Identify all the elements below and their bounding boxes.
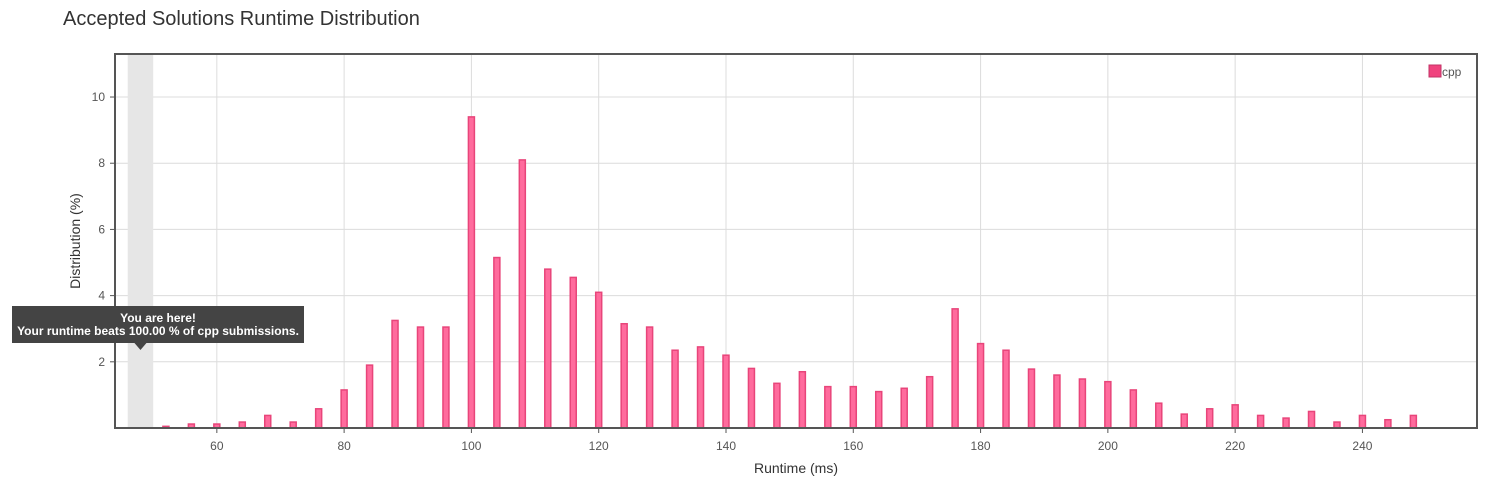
bar[interactable] bbox=[544, 268, 552, 429]
bar[interactable] bbox=[620, 322, 628, 429]
tooltip-line-1: You are here! bbox=[120, 311, 196, 325]
legend[interactable]: cpp bbox=[1428, 64, 1462, 79]
you-are-here-band bbox=[127, 54, 154, 428]
bar[interactable] bbox=[1307, 410, 1316, 429]
x-axis-ticks: 60 80 100 120 140 160 180 200 220 240 bbox=[210, 428, 1373, 453]
x-tick-label: 180 bbox=[971, 439, 991, 453]
x-tick-label: 100 bbox=[461, 439, 481, 453]
x-tick-label: 120 bbox=[589, 439, 609, 453]
highlight-band bbox=[127, 54, 154, 428]
x-tick-label: 160 bbox=[843, 439, 863, 453]
bar[interactable] bbox=[824, 385, 832, 429]
bar[interactable] bbox=[340, 389, 348, 429]
y-tick-label: 4 bbox=[98, 289, 105, 303]
x-tick-label: 60 bbox=[210, 439, 224, 453]
bar[interactable] bbox=[518, 159, 527, 429]
bar[interactable] bbox=[1384, 418, 1392, 429]
bar[interactable] bbox=[671, 349, 679, 429]
bar[interactable] bbox=[645, 326, 654, 429]
bar[interactable] bbox=[1078, 378, 1087, 429]
tooltip: You are here! Your runtime beats 100.00 … bbox=[12, 306, 304, 350]
x-axis-title: Runtime (ms) bbox=[754, 460, 838, 476]
bar[interactable] bbox=[263, 414, 272, 429]
bar[interactable] bbox=[722, 354, 730, 429]
x-tick-label: 140 bbox=[716, 439, 736, 453]
bar[interactable] bbox=[493, 256, 501, 429]
x-tick-label: 80 bbox=[337, 439, 351, 453]
bar[interactable] bbox=[925, 375, 934, 429]
bar[interactable] bbox=[1205, 408, 1214, 429]
y-axis-ticks: 2 4 6 8 10 bbox=[92, 90, 115, 369]
legend-label-cpp[interactable]: cpp bbox=[1442, 65, 1462, 79]
bar[interactable] bbox=[696, 346, 705, 429]
y-tick-label: 8 bbox=[98, 156, 105, 170]
tooltip-background bbox=[12, 306, 304, 350]
bar[interactable] bbox=[467, 116, 476, 429]
bar[interactable] bbox=[365, 364, 374, 429]
bar[interactable] bbox=[874, 390, 883, 429]
x-tick-label: 240 bbox=[1352, 439, 1372, 453]
bar[interactable] bbox=[1053, 374, 1061, 429]
bar[interactable] bbox=[1256, 414, 1265, 429]
y-tick-label: 2 bbox=[98, 355, 105, 369]
bar[interactable] bbox=[1027, 368, 1036, 429]
y-tick-label: 6 bbox=[98, 222, 105, 236]
x-tick-label: 220 bbox=[1225, 439, 1245, 453]
bar[interactable] bbox=[1104, 380, 1112, 429]
bar[interactable] bbox=[1155, 402, 1163, 429]
bar[interactable] bbox=[773, 382, 781, 429]
bar[interactable] bbox=[798, 370, 807, 429]
bars bbox=[162, 116, 1418, 429]
bar[interactable] bbox=[1180, 413, 1188, 429]
bar[interactable] bbox=[391, 319, 399, 429]
bar[interactable] bbox=[569, 276, 577, 429]
bar[interactable] bbox=[951, 308, 959, 429]
plot-frame bbox=[114, 53, 1478, 429]
bar[interactable] bbox=[594, 291, 603, 429]
bar[interactable] bbox=[1409, 414, 1418, 429]
bar[interactable] bbox=[1231, 404, 1239, 429]
legend-swatch-cpp[interactable] bbox=[1428, 64, 1442, 78]
bar[interactable] bbox=[442, 326, 450, 429]
bar[interactable] bbox=[1282, 417, 1290, 429]
bar[interactable] bbox=[1002, 349, 1010, 429]
bar[interactable] bbox=[1129, 389, 1138, 429]
bar[interactable] bbox=[314, 408, 323, 429]
bar[interactable] bbox=[900, 387, 908, 429]
x-tick-label: 200 bbox=[1098, 439, 1118, 453]
y-axis-title: Distribution (%) bbox=[67, 193, 83, 289]
chart-title: Accepted Solutions Runtime Distribution bbox=[63, 8, 420, 30]
bar[interactable] bbox=[416, 326, 425, 429]
bar[interactable] bbox=[849, 385, 858, 429]
bar[interactable] bbox=[1358, 414, 1367, 429]
tooltip-line-2: Your runtime beats 100.00 % of cpp submi… bbox=[17, 324, 299, 338]
bar[interactable] bbox=[747, 367, 756, 429]
grid bbox=[115, 54, 1477, 428]
y-tick-label: 10 bbox=[92, 90, 106, 104]
bar[interactable] bbox=[976, 342, 985, 429]
